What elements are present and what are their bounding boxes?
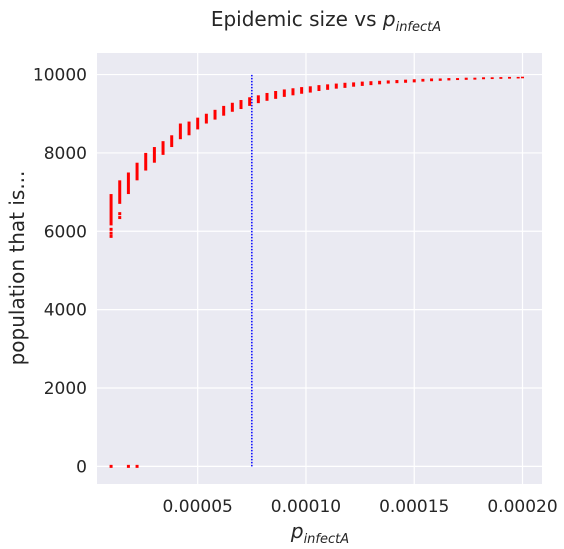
y-tick-label: 4000 <box>44 301 87 321</box>
chart-title: Epidemic size vs pinfectA <box>211 7 441 35</box>
x-axis-label-var: p <box>290 519 304 543</box>
x-tick-label: 0.00005 <box>163 497 233 517</box>
data-marks <box>109 76 525 468</box>
chart-title-prefix: Epidemic size vs <box>211 7 383 31</box>
y-tick-label: 2000 <box>44 379 87 399</box>
x-axis-label: pinfectA <box>290 519 349 547</box>
x-tick-label: 0.00010 <box>271 497 341 517</box>
grid <box>97 53 542 484</box>
plot-area <box>97 53 542 484</box>
x-axis-label-var-sub: infectA <box>304 532 350 547</box>
y-tick-label: 0 <box>76 457 87 477</box>
y-tick-label: 8000 <box>44 144 87 164</box>
x-tick-label: 0.00015 <box>379 497 449 517</box>
y-tick-label: 6000 <box>44 222 87 242</box>
chart-title-var-sub: infectA <box>396 20 442 35</box>
y-tick-labels: 0 2000 4000 6000 8000 10000 <box>33 66 87 478</box>
chart-title-var: p <box>382 7 396 31</box>
y-tick-label: 10000 <box>33 66 87 86</box>
x-tick-label: 0.00020 <box>487 497 557 517</box>
x-tick-labels: 0.00005 0.00010 0.00015 0.00020 <box>163 497 558 517</box>
y-axis-label: population that is... <box>5 171 29 366</box>
